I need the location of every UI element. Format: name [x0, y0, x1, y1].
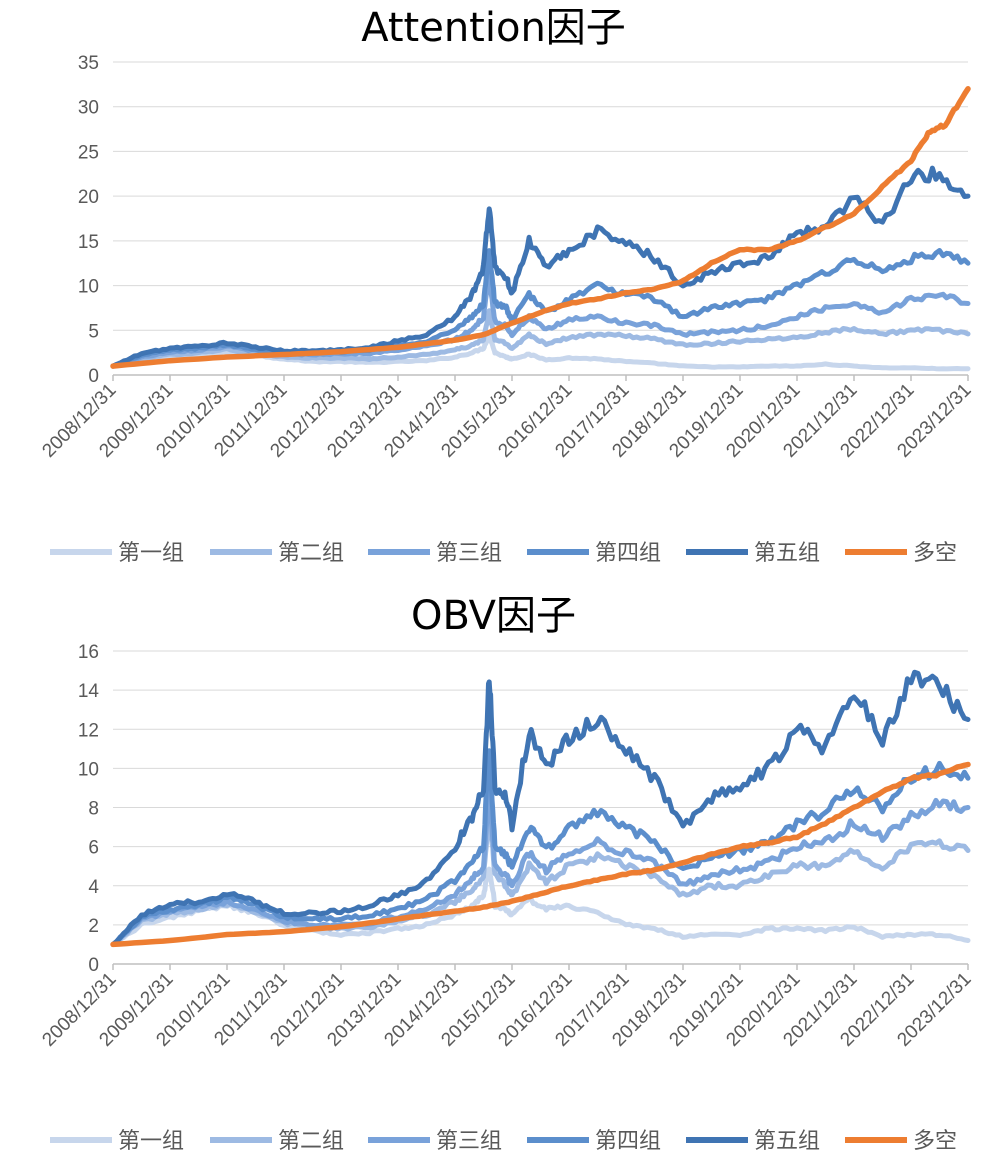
y-tick-label: 0	[88, 366, 99, 387]
legend-label: 第二组	[278, 541, 344, 566]
y-tick-label: 10	[78, 759, 99, 780]
y-tick-label: 35	[78, 53, 99, 74]
series-line	[110, 866, 971, 947]
y-tick-label: 4	[88, 877, 99, 898]
series-line	[110, 165, 971, 369]
chart-title: OBV因子	[410, 593, 577, 639]
legend-label: 第五组	[754, 541, 820, 566]
chart-title: Attention因子	[361, 5, 626, 51]
y-tick-label: 15	[78, 232, 99, 253]
y-tick-label: 10	[78, 277, 99, 298]
y-tick-label: 14	[78, 681, 100, 702]
attention-chart: Attention因子 0 5 10 15 20 25 30 35 2008/12/31 2009…	[38, 5, 975, 566]
y-tick-label: 0	[88, 955, 99, 976]
legend-label: 第五组	[754, 1129, 820, 1154]
legend-label: 多空	[913, 541, 957, 566]
series-line	[110, 86, 971, 369]
series-line	[110, 669, 971, 947]
legend-label: 第四组	[595, 1129, 661, 1154]
y-tick-label: 5	[88, 321, 99, 342]
series-line	[110, 748, 971, 947]
legend-label: 第二组	[278, 1129, 344, 1154]
legend-label: 第一组	[118, 1129, 184, 1154]
obv-chart: OBV因子 0 2 4 6 8 10 12 14 16 2008/12/31 2009/12/31 2…	[0, 588, 987, 1164]
y-tick-label: 25	[78, 142, 99, 163]
obv-chart-plot: 02468101214162008/12/312009/12/312010/12…	[38, 642, 975, 1154]
legend-label: 第一组	[118, 541, 184, 566]
y-tick-label: 6	[88, 838, 99, 859]
legend-label: 第三组	[436, 1129, 502, 1154]
legend-label: 第三组	[436, 541, 502, 566]
y-tick-label: 8	[88, 799, 99, 820]
legend-label: 多空	[913, 1129, 957, 1154]
y-tick-label: 12	[78, 720, 99, 741]
y-tick-label: 16	[78, 642, 99, 663]
legend-label: 第四组	[595, 541, 661, 566]
y-tick-label: 30	[78, 98, 99, 119]
y-tick-label: 2	[88, 916, 99, 937]
y-tick-label: 20	[78, 187, 99, 208]
series-line	[110, 801, 971, 947]
series-line	[110, 761, 971, 948]
series-line	[110, 784, 971, 947]
attention-chart-plot: 051015202530352008/12/312009/12/312010/1…	[38, 53, 975, 566]
